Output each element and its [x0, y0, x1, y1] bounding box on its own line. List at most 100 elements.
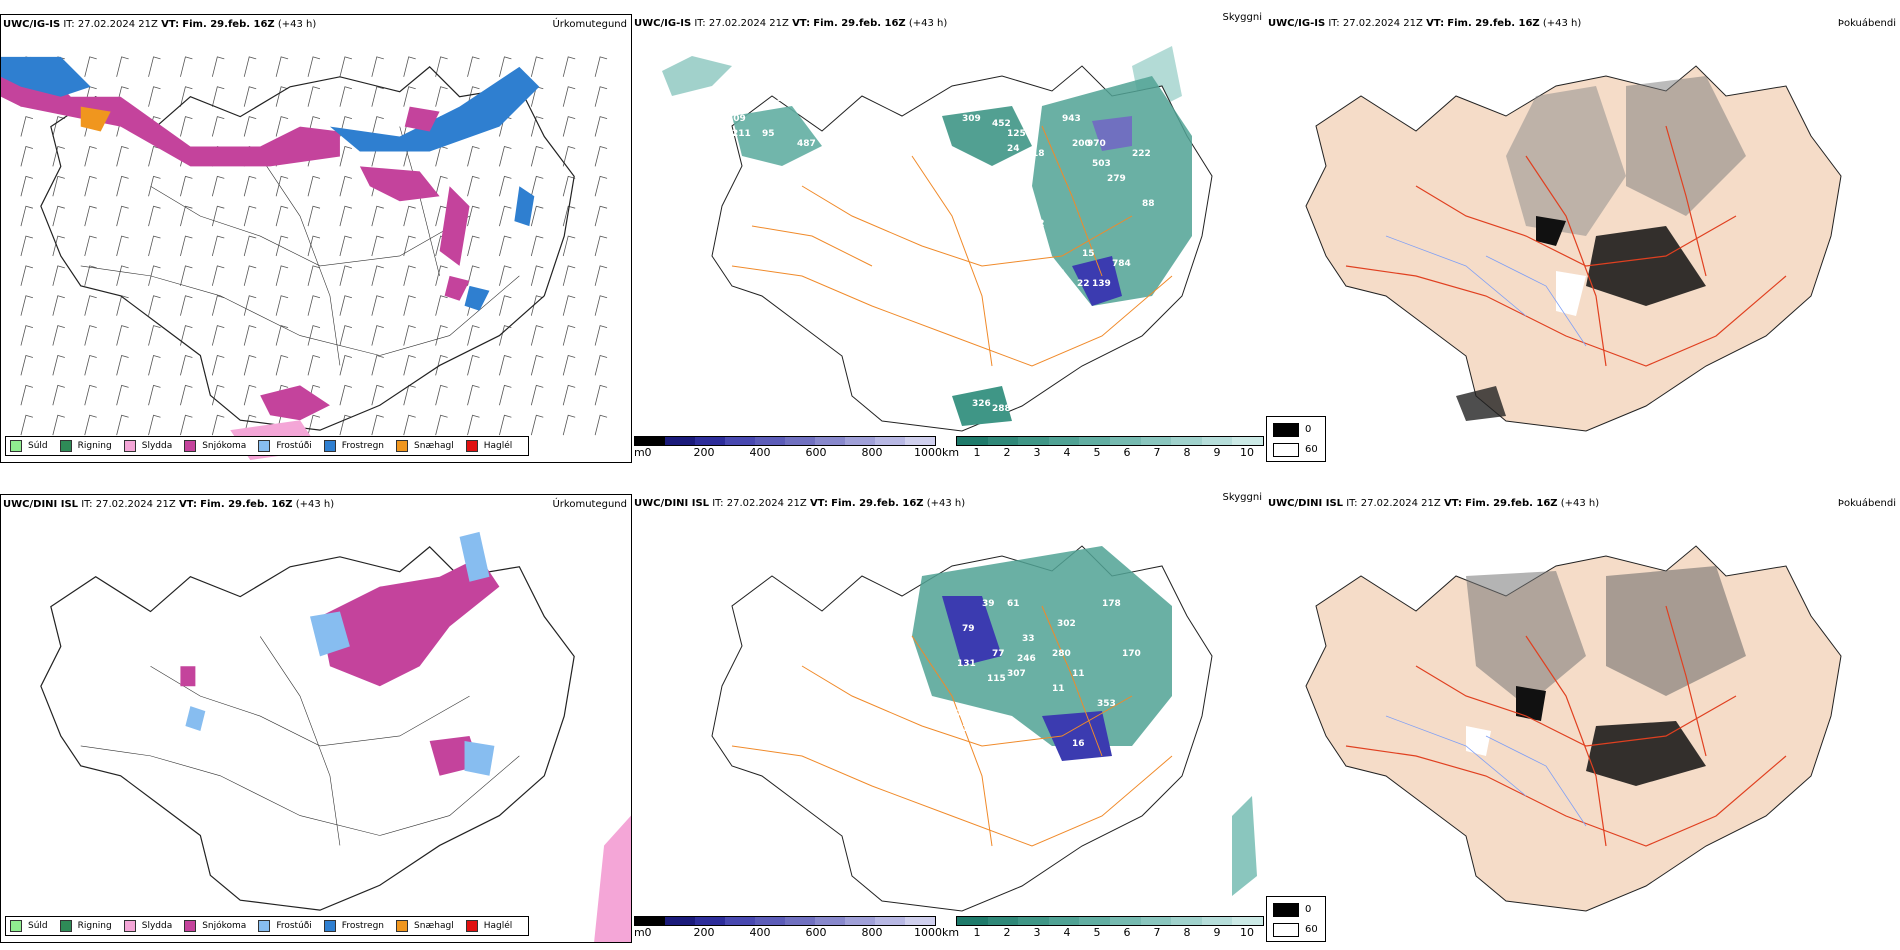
peak-height-label: 16	[1072, 739, 1085, 749]
wind-barb	[84, 384, 97, 406]
wind-barb	[52, 384, 65, 406]
fog-swatch-black	[1273, 903, 1299, 917]
peak-height-label: 120	[942, 709, 961, 719]
wind-barb	[562, 414, 576, 436]
wind-barb	[339, 295, 352, 316]
peak-height-label: 141	[1012, 391, 1031, 401]
legend-swatch	[258, 920, 271, 932]
roads	[731, 125, 1173, 367]
peak-height-label: 16	[1052, 269, 1065, 279]
wind-barb	[20, 384, 34, 406]
frost-area-1	[1, 56, 540, 152]
peak-height-label: 279	[1107, 174, 1126, 184]
wind-barb	[211, 235, 225, 257]
wind-barb	[52, 205, 65, 227]
panel-header: UWC/IG-IS IT: 27.02.2024 21Z VT: Fim. 29…	[1268, 18, 1582, 29]
wind-barb	[435, 414, 448, 436]
scale-tick-label: 0	[644, 926, 652, 939]
wind-barb	[371, 205, 384, 227]
wind-barb	[594, 175, 608, 197]
scale-tick-label: 600	[805, 926, 827, 939]
wind-barb	[52, 355, 65, 376]
scale-tick-label: 400	[749, 446, 771, 459]
wind-barb	[594, 205, 608, 227]
wind-barb	[499, 175, 512, 197]
wind-barb	[307, 265, 321, 286]
wind-barb	[339, 325, 352, 346]
wind-barb	[20, 414, 34, 436]
wind-barb	[84, 205, 97, 227]
wind-barb	[403, 86, 416, 107]
wind-barb	[180, 205, 193, 227]
height-scale: m 0 200 400 600 800 1000	[634, 436, 942, 462]
wind-barb	[594, 325, 608, 346]
peak-height-label: 125	[1007, 129, 1026, 139]
wind-barb	[116, 414, 129, 436]
wind-barb	[562, 86, 576, 107]
frost-area-2	[464, 186, 535, 311]
wind-barb	[307, 175, 321, 197]
peak-height-label: 326	[972, 399, 991, 409]
wind-barb	[562, 235, 576, 257]
precip-panel-2: UWC/DINI ISL IT: 27.02.2024 21Z VT: Fim.…	[0, 494, 632, 943]
fog-scale: 0 60	[1266, 896, 1326, 942]
wind-barb	[52, 295, 65, 316]
wind-barb	[594, 355, 608, 376]
scale-tick-label: 1000	[914, 446, 942, 459]
wind-barb	[594, 235, 608, 257]
rivers	[1385, 715, 1587, 827]
wind-barb	[211, 205, 225, 227]
legend-swatch	[184, 440, 197, 452]
wind-barb	[307, 56, 321, 77]
wind-barb	[20, 145, 34, 167]
wind-barb	[148, 235, 161, 257]
wind-barb	[275, 175, 289, 197]
wind-barb	[594, 86, 608, 107]
wind-barb	[499, 56, 512, 77]
panel-title: Úrkomutegund	[552, 19, 627, 30]
peak-height-label: 11	[1072, 669, 1085, 679]
wind-barb	[339, 175, 352, 197]
scale-tick-label: 9	[1213, 446, 1221, 459]
peak-height-label: 18	[1032, 149, 1045, 159]
panel-title: Úrkomutegund	[552, 499, 627, 510]
wind-barb	[243, 325, 257, 346]
scale-tick-label: 2	[1003, 926, 1011, 939]
visibility-panel-1: UWC/IG-IS IT: 27.02.2024 21Z VT: Fim. 29…	[632, 12, 1266, 463]
wind-barb	[467, 145, 480, 167]
wind-barb	[562, 175, 576, 197]
wind-barb	[339, 235, 352, 257]
fog-swatch-white	[1273, 923, 1299, 937]
wind-barb	[307, 355, 321, 376]
wind-barb	[180, 384, 193, 406]
wind-barb	[84, 414, 97, 436]
peak-height-label: 79	[962, 624, 975, 634]
peak-height-label: 181	[1017, 744, 1036, 754]
peak-height-label: 07	[1007, 159, 1020, 169]
wind-barb	[275, 325, 289, 346]
legend-swatch	[10, 440, 22, 452]
wind-barb	[594, 265, 608, 286]
wind-barb	[180, 414, 193, 436]
wind-barb	[20, 175, 34, 197]
wind-barb	[52, 265, 65, 286]
wind-barb	[435, 86, 448, 107]
wind-barb	[435, 56, 448, 77]
legend-item-haglel: Haglél	[465, 440, 512, 452]
wind-barb	[84, 265, 97, 286]
wind-barb	[499, 355, 512, 376]
scale-tick-label: 10	[1240, 926, 1254, 939]
wind-barb	[403, 235, 416, 257]
wind-barb	[467, 205, 480, 227]
wind-barb	[116, 175, 129, 197]
peak-height-label: 322	[777, 94, 796, 104]
wind-barb	[562, 56, 576, 77]
wind-barb	[371, 265, 384, 286]
scale-tick-label: 600	[805, 446, 827, 459]
fog-swatch-black	[1273, 423, 1299, 437]
wind-barb	[530, 116, 544, 137]
wind-barb	[148, 414, 161, 436]
legend-item-frostudi: Frostúði	[258, 440, 312, 452]
legend-item-snjokoma: Snjókoma	[184, 440, 246, 452]
wind-barb	[243, 175, 257, 197]
